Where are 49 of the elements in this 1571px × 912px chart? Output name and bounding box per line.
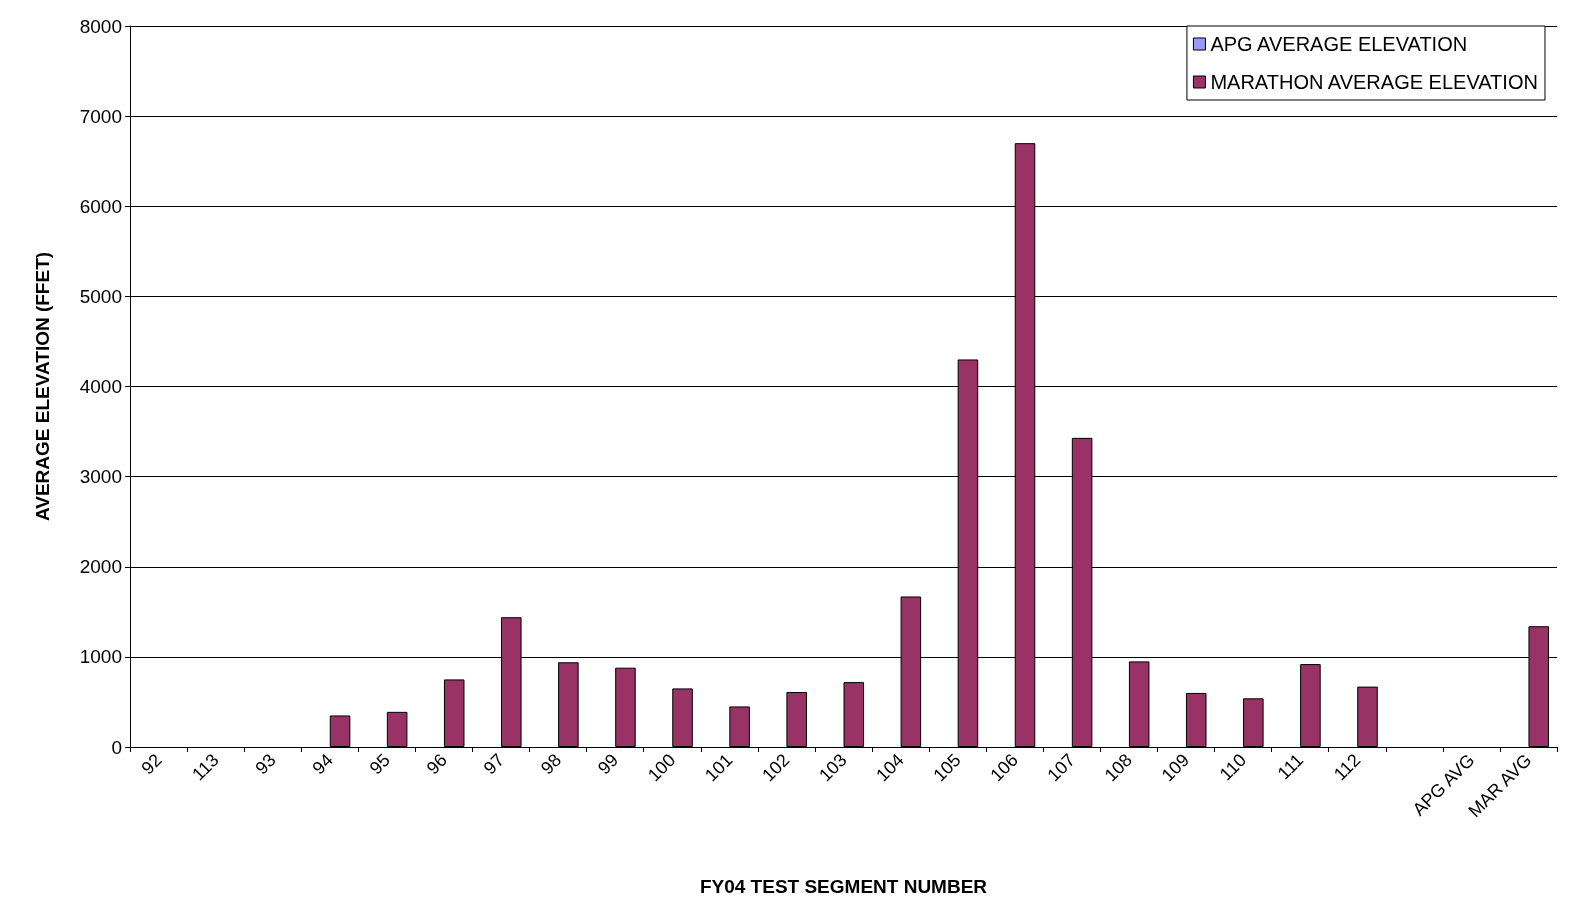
x-tick-label: 109 — [1157, 749, 1194, 786]
x-tick-label: 93 — [251, 749, 280, 779]
legend-label: APG AVERAGE ELEVATION — [1210, 33, 1468, 55]
bar — [329, 715, 351, 747]
bar — [558, 662, 579, 747]
x-tick-label: 94 — [308, 749, 337, 779]
bar — [843, 682, 865, 747]
x-tick-label: 99 — [593, 749, 623, 779]
x-tick-label: 98 — [536, 749, 566, 779]
y-tick-label: 4000 — [79, 376, 122, 397]
y-tick-label: 5000 — [79, 285, 122, 307]
bar — [1128, 661, 1150, 747]
x-tick-label: 92 — [137, 749, 166, 779]
x-tick-label: 95 — [365, 749, 394, 779]
x-tick-label: 111 — [1273, 749, 1308, 784]
x-tick-label: 106 — [986, 749, 1022, 786]
x-tick-label: 97 — [479, 749, 509, 779]
x-tick-label: 100 — [643, 749, 680, 786]
bar — [1185, 692, 1207, 747]
bar — [729, 706, 750, 747]
legend-label: MARATHON AVERAGE ELEVATION — [1210, 71, 1538, 93]
y-tick-label: 6000 — [79, 195, 122, 217]
y-tick-label: 7000 — [79, 105, 122, 127]
bar — [386, 711, 408, 747]
bar — [1243, 698, 1264, 747]
bar — [1357, 686, 1378, 747]
bar — [1300, 664, 1321, 747]
x-tick-label: 113 — [188, 749, 223, 785]
x-tick-label: 108 — [1100, 749, 1136, 786]
x-tick-label: 96 — [422, 749, 452, 779]
x-tick-label: 112 — [1329, 749, 1365, 785]
x-tick-label: 107 — [1043, 749, 1079, 786]
x-axis-title: FY04 TEST SEGMENT NUMBER — [699, 876, 988, 897]
bar — [672, 688, 693, 747]
bar — [615, 667, 636, 747]
y-tick-label: 2000 — [79, 556, 122, 578]
x-tick-label: 105 — [929, 749, 965, 786]
x-tick-label: 101 — [701, 749, 737, 786]
y-axis-title: AVERAGE ELEVATION (FFET) — [32, 251, 53, 522]
y-tick-label: 1000 — [79, 646, 122, 668]
y-tick-label: 0 — [111, 736, 122, 758]
x-tick-label: 104 — [872, 749, 908, 786]
x-tick-label: 102 — [758, 749, 794, 786]
x-tick-label: 110 — [1215, 749, 1251, 785]
bar — [443, 679, 465, 747]
y-tick-label: 8000 — [79, 15, 122, 37]
x-tick-label: 103 — [815, 749, 851, 786]
y-tick-label: 3000 — [79, 466, 122, 488]
bar — [786, 692, 807, 747]
